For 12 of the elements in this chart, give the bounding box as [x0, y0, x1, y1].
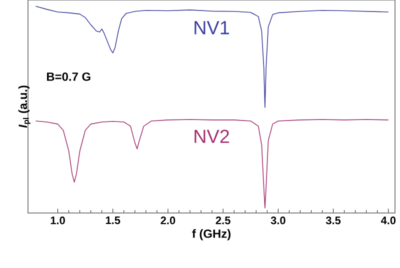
series-label: NV1 [194, 21, 229, 34]
x-tick-label: 3.0 [270, 216, 286, 224]
annotation: B=0.7 G [46, 72, 90, 81]
x-tick-label: 1.5 [106, 216, 120, 224]
x-tick-label: 3.5 [326, 216, 341, 224]
x-tick-label: 2.5 [216, 216, 230, 224]
x-tick-label: 4.0 [380, 216, 396, 224]
x-tick-label: 2.0 [160, 216, 176, 224]
x-axis-title: f (GHz) [192, 229, 230, 240]
x-tick-label: 1.0 [50, 216, 65, 224]
series-label: NV2 [194, 130, 229, 143]
y-axis-title: I$_{pl}$ (a.u.) [18, 86, 30, 128]
